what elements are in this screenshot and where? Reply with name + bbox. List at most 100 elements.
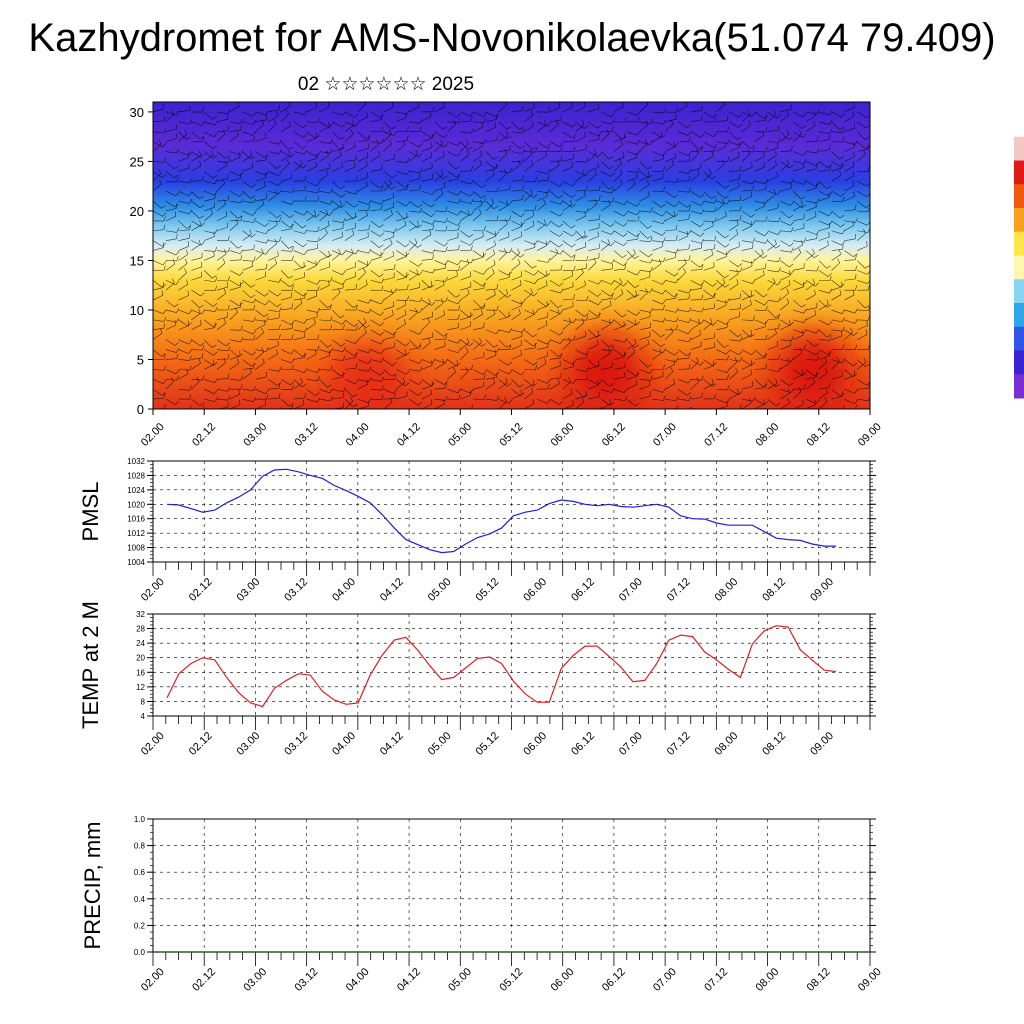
wind-barb-flag bbox=[470, 179, 474, 185]
wind-barb bbox=[383, 106, 394, 113]
wind-barb-flag bbox=[240, 150, 244, 156]
wind-barb bbox=[216, 203, 226, 212]
wind-barb-flag bbox=[415, 149, 418, 155]
wind-barb-flag bbox=[388, 178, 392, 184]
wind-barb bbox=[306, 316, 318, 321]
wind-barb bbox=[229, 279, 240, 287]
wind-barb bbox=[268, 180, 279, 186]
wind-barb-flag bbox=[381, 285, 384, 291]
wind-barb bbox=[639, 369, 650, 374]
wind-barb bbox=[280, 359, 292, 364]
wind-barb bbox=[204, 379, 215, 384]
wind-barb bbox=[191, 224, 202, 232]
wind-barb bbox=[498, 250, 510, 254]
wind-barb bbox=[511, 151, 523, 155]
wind-barb-flag bbox=[330, 324, 333, 330]
wind-barb-flag bbox=[355, 363, 358, 369]
wind-barb-flag bbox=[239, 171, 244, 177]
wind-barb-flag bbox=[278, 334, 281, 340]
wind-barb bbox=[191, 200, 201, 209]
wind-barb-flag bbox=[278, 139, 282, 145]
wind-barb bbox=[370, 398, 382, 400]
wind-barb bbox=[613, 144, 623, 152]
wind-barb bbox=[319, 190, 331, 194]
wind-barb bbox=[242, 388, 254, 391]
wind-barb bbox=[268, 299, 278, 308]
wind-barb bbox=[332, 141, 341, 150]
x-tick-label: 05.00 bbox=[446, 966, 474, 994]
wind-barb-flag bbox=[469, 241, 474, 246]
wind-barb-flag bbox=[404, 349, 407, 355]
wind-barb-flag bbox=[406, 170, 410, 175]
wind-barb-flag bbox=[649, 140, 653, 145]
wind-barb-flag bbox=[352, 393, 358, 398]
wind-barb-flag bbox=[610, 292, 615, 297]
wind-barb bbox=[345, 159, 356, 162]
wind-barb-flag bbox=[479, 159, 482, 165]
wind-barb bbox=[460, 240, 471, 246]
wind-barb-flag bbox=[313, 209, 317, 215]
wind-barb bbox=[396, 210, 405, 220]
wind-barb-flag bbox=[494, 240, 496, 246]
wind-barb bbox=[306, 265, 317, 271]
wind-barb-flag bbox=[353, 203, 359, 208]
wind-barb bbox=[549, 357, 561, 360]
wind-barb-flag bbox=[597, 330, 599, 336]
wind-barb bbox=[601, 305, 612, 311]
wind-barb bbox=[293, 319, 305, 324]
wind-barb bbox=[434, 329, 444, 337]
wind-barb-flag bbox=[582, 170, 585, 175]
wind-barb bbox=[639, 220, 648, 229]
wind-barb bbox=[575, 230, 584, 239]
wind-barb-flag bbox=[304, 185, 307, 191]
wind-barb bbox=[319, 379, 328, 388]
wind-barb bbox=[588, 359, 597, 368]
wind-barb-flag bbox=[188, 309, 193, 315]
wind-barb-flag bbox=[189, 394, 192, 400]
wind-barb-flag bbox=[250, 294, 256, 298]
wind-barb bbox=[408, 398, 419, 406]
wind-barb-flag bbox=[455, 294, 461, 298]
wind-barb bbox=[588, 344, 599, 350]
wind-barb bbox=[575, 369, 587, 372]
wind-barb-flag bbox=[508, 201, 513, 206]
wind-barb bbox=[268, 243, 277, 251]
wind-barb-flag bbox=[543, 219, 547, 225]
wind-barb-flag bbox=[417, 203, 423, 208]
wind-barb-flag bbox=[636, 210, 641, 216]
wind-barb-flag bbox=[330, 365, 333, 371]
wind-barb bbox=[229, 178, 241, 182]
wind-barb bbox=[165, 299, 175, 308]
wind-barb bbox=[306, 157, 318, 162]
wind-barb bbox=[447, 260, 458, 266]
wind-barb bbox=[255, 171, 266, 176]
wind-barb-flag bbox=[445, 395, 448, 401]
wind-barb bbox=[652, 200, 662, 208]
wind-barb bbox=[319, 250, 329, 258]
wind-barb bbox=[447, 398, 459, 400]
wind-barb bbox=[639, 327, 651, 331]
wind-barb-flag bbox=[173, 165, 179, 169]
wind-barb bbox=[652, 159, 664, 162]
wind-barb bbox=[613, 309, 623, 318]
wind-barb bbox=[537, 355, 548, 360]
wind-barb bbox=[255, 268, 267, 271]
wind-barb-flag bbox=[266, 316, 269, 322]
wind-barb bbox=[639, 378, 651, 381]
x-tick-label: 08.12 bbox=[805, 966, 833, 994]
wind-barb-flag bbox=[380, 252, 384, 257]
wind-barb-flag bbox=[470, 364, 474, 370]
wind-barb-flag bbox=[634, 294, 640, 298]
wind-barb bbox=[332, 155, 342, 162]
wind-barb bbox=[293, 230, 305, 235]
wind-barb-flag bbox=[594, 169, 598, 175]
wind-barb-flag bbox=[214, 378, 218, 383]
wind-barb bbox=[600, 240, 611, 247]
wind-barb bbox=[268, 345, 279, 350]
wind-barb-flag bbox=[280, 407, 282, 409]
wind-barb bbox=[191, 244, 201, 251]
wind-barb bbox=[357, 176, 369, 182]
wind-barb bbox=[396, 140, 408, 142]
wind-barb bbox=[216, 322, 227, 331]
wind-barb-flag bbox=[532, 210, 535, 216]
